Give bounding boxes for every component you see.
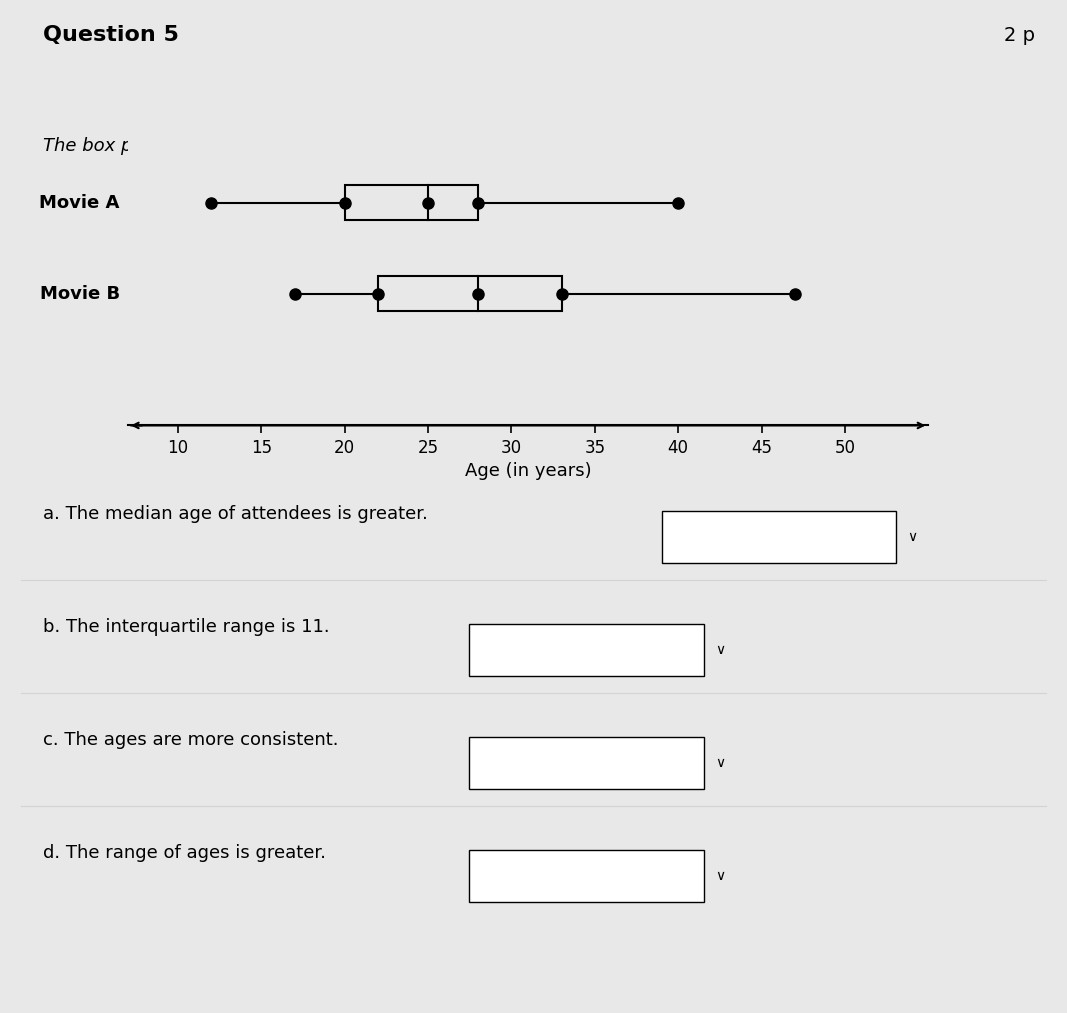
Text: Movie B: Movie B [480, 867, 546, 885]
Text: 2 p: 2 p [1004, 26, 1035, 45]
Text: Question 5: Question 5 [43, 25, 178, 46]
Text: ∨: ∨ [715, 643, 724, 657]
Text: ∨: ∨ [715, 869, 724, 883]
FancyBboxPatch shape [469, 624, 704, 677]
Text: Movie B: Movie B [39, 285, 120, 303]
Text: [ Select ]: [ Select ] [672, 528, 747, 546]
Text: ∨: ∨ [907, 530, 917, 544]
Text: d. The range of ages is greater.: d. The range of ages is greater. [43, 844, 325, 862]
Text: c. The ages are more consistent.: c. The ages are more consistent. [43, 730, 338, 749]
FancyBboxPatch shape [469, 851, 704, 903]
Text: a. The median age of attendees is greater.: a. The median age of attendees is greate… [43, 504, 428, 523]
Text: [ Select ]: [ Select ] [480, 755, 555, 772]
Text: Movie A: Movie A [39, 193, 120, 212]
FancyBboxPatch shape [469, 737, 704, 789]
Text: b. The interquartile range is 11.: b. The interquartile range is 11. [43, 618, 330, 636]
Text: ∨: ∨ [715, 757, 724, 770]
X-axis label: Age (in years): Age (in years) [465, 462, 591, 480]
Text: The box plot shows ages of randomly sampled attendees at two different movies.: The box plot shows ages of randomly samp… [43, 137, 779, 155]
FancyBboxPatch shape [662, 512, 896, 563]
Text: [ Select ]: [ Select ] [480, 641, 555, 659]
